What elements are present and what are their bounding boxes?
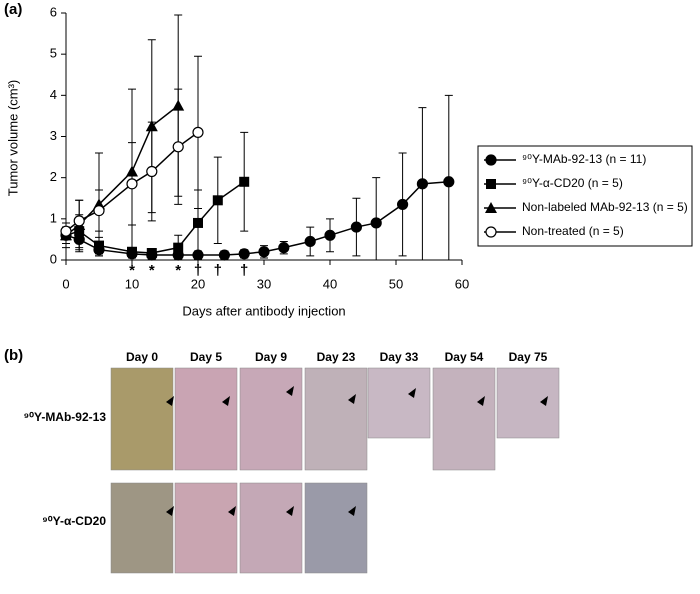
point bbox=[172, 141, 184, 153]
arrow bbox=[166, 506, 174, 516]
point bbox=[192, 249, 204, 261]
annotation: † bbox=[214, 262, 222, 279]
point bbox=[370, 217, 382, 229]
point bbox=[218, 249, 230, 261]
x-axis-label: Days after antibody injection bbox=[182, 303, 345, 318]
point bbox=[172, 99, 185, 111]
photo bbox=[304, 482, 368, 574]
point bbox=[126, 178, 138, 190]
point bbox=[416, 178, 428, 190]
series-line bbox=[65, 181, 449, 256]
x-tick-label: 50 bbox=[389, 276, 403, 291]
day-label: Day 5 bbox=[190, 350, 222, 364]
photo-panel bbox=[110, 367, 560, 574]
point bbox=[146, 165, 158, 178]
arrow bbox=[348, 506, 356, 516]
arrow bbox=[222, 396, 230, 406]
point bbox=[173, 242, 184, 253]
point bbox=[238, 248, 250, 260]
point bbox=[192, 126, 204, 138]
point bbox=[145, 120, 158, 132]
legend-marker bbox=[486, 179, 496, 189]
y-tick-label: 2 bbox=[50, 169, 57, 184]
arrow bbox=[477, 396, 485, 406]
point bbox=[239, 176, 250, 187]
y-tick-label: 6 bbox=[50, 4, 57, 19]
day-label: Day 9 bbox=[255, 350, 287, 364]
panel-label: (b) bbox=[4, 347, 23, 364]
photo bbox=[174, 367, 238, 471]
row-label: ⁹⁰Y-MAb-92-13 bbox=[23, 410, 106, 424]
point bbox=[127, 246, 137, 257]
point bbox=[278, 242, 290, 254]
panel-label: (a) bbox=[4, 1, 22, 18]
legend-label: ⁹⁰Y-MAb-92-13 (n = 11) bbox=[522, 152, 646, 166]
point bbox=[397, 198, 409, 211]
photo bbox=[110, 367, 174, 471]
annotation: † bbox=[194, 262, 202, 279]
point bbox=[443, 176, 455, 188]
arrow bbox=[166, 396, 174, 406]
point bbox=[304, 235, 316, 248]
point bbox=[73, 215, 85, 227]
arrow bbox=[286, 386, 294, 396]
point bbox=[74, 226, 85, 237]
y-tick-label: 4 bbox=[50, 87, 57, 102]
point bbox=[193, 217, 203, 228]
arrow bbox=[286, 506, 294, 516]
day-label: Day 75 bbox=[509, 350, 548, 364]
y-axis-label: Tumor volume (cm³) bbox=[5, 80, 20, 197]
point bbox=[350, 221, 362, 233]
point bbox=[60, 225, 72, 237]
annotation: * bbox=[175, 262, 181, 279]
arrow bbox=[348, 394, 356, 404]
x-tick-label: 0 bbox=[62, 276, 69, 291]
point bbox=[126, 165, 138, 177]
point bbox=[93, 205, 105, 217]
legend-marker bbox=[485, 226, 497, 238]
legend-marker bbox=[485, 202, 497, 213]
day-label: Day 0 bbox=[126, 350, 158, 364]
annotation: * bbox=[149, 262, 155, 279]
photo bbox=[496, 367, 560, 439]
y-tick-label: 3 bbox=[50, 128, 57, 143]
photo bbox=[239, 482, 303, 574]
day-label: Day 23 bbox=[317, 350, 356, 364]
arrow bbox=[408, 388, 416, 398]
arrow bbox=[540, 396, 548, 406]
photo bbox=[239, 367, 303, 471]
y-tick-label: 1 bbox=[50, 210, 57, 225]
photo bbox=[304, 367, 368, 471]
arrow bbox=[228, 506, 236, 516]
legend-label: ⁹⁰Y-α-CD20 (n = 5) bbox=[522, 176, 623, 190]
x-tick-label: 20 bbox=[191, 276, 205, 291]
annotation: † bbox=[240, 262, 248, 279]
legend-box bbox=[477, 145, 693, 247]
row-label: ⁹⁰Y-α-CD20 bbox=[42, 514, 106, 528]
point bbox=[324, 229, 336, 241]
series-line bbox=[65, 105, 179, 236]
legend-marker bbox=[485, 154, 497, 166]
point bbox=[258, 246, 270, 258]
point bbox=[94, 240, 104, 251]
y-tick-label: 0 bbox=[50, 251, 57, 266]
photo bbox=[432, 367, 496, 471]
y-tick-label: 5 bbox=[50, 46, 57, 61]
point bbox=[212, 195, 223, 206]
x-tick-label: 10 bbox=[125, 276, 139, 291]
legend-label: Non-labeled MAb-92-13 (n = 5) bbox=[522, 200, 688, 214]
day-label: Day 54 bbox=[445, 350, 484, 364]
annotation: * bbox=[129, 262, 135, 279]
point bbox=[146, 248, 157, 259]
legend-label: Non-treated (n = 5) bbox=[522, 224, 624, 238]
x-tick-label: 60 bbox=[455, 276, 469, 291]
day-label: Day 33 bbox=[380, 350, 419, 364]
photo bbox=[367, 367, 431, 439]
photo bbox=[110, 482, 174, 574]
photo bbox=[174, 482, 238, 574]
x-tick-label: 40 bbox=[323, 276, 337, 291]
x-tick-label: 30 bbox=[257, 276, 271, 291]
